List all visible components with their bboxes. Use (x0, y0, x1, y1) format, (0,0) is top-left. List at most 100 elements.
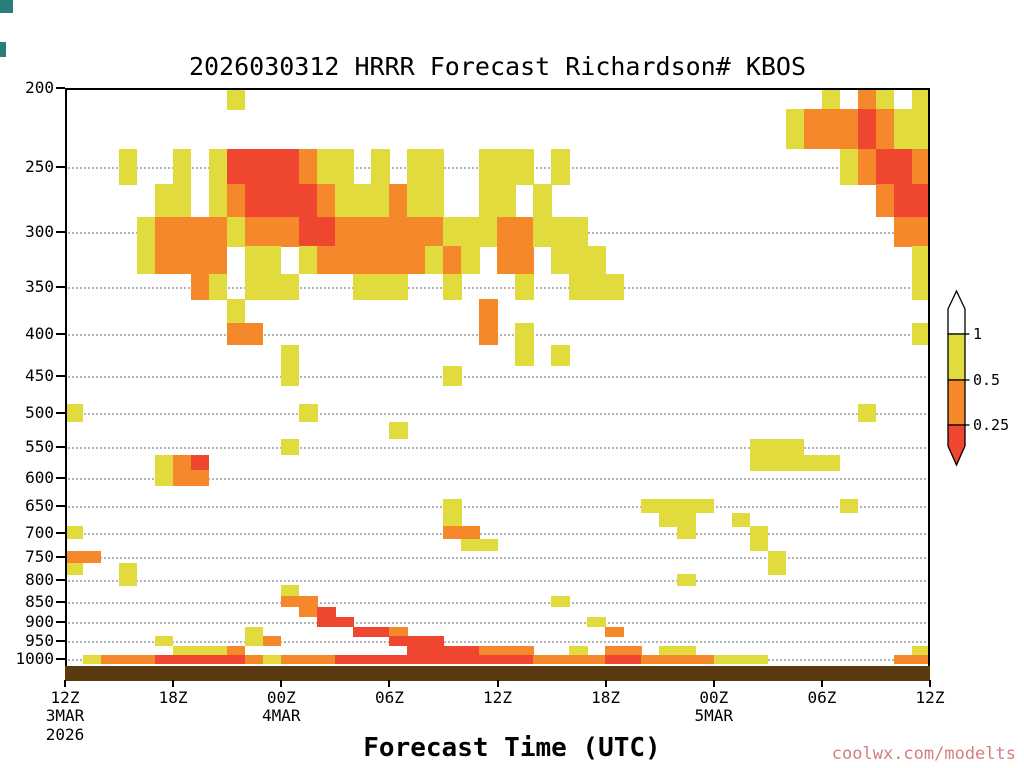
heatmap-cell (479, 184, 498, 218)
heatmap-cell (226, 184, 246, 218)
y-tick-mark (56, 640, 65, 643)
grid-line (65, 557, 930, 560)
x-date-label: 2026 (45, 725, 85, 744)
heatmap-cell (569, 246, 588, 274)
heatmap-cell (353, 216, 372, 247)
heatmap-cell (569, 216, 588, 247)
y-tick-mark (56, 621, 65, 623)
y-tick-mark (56, 230, 65, 233)
y-tick-mark (56, 600, 65, 603)
heatmap-cell (515, 216, 534, 247)
grid-line (65, 478, 930, 480)
heatmap-cell (190, 454, 210, 471)
heatmap-cell (641, 654, 660, 665)
heatmap-cell (407, 246, 426, 274)
heatmap-cell (244, 322, 264, 346)
heatmap-cell (154, 470, 174, 486)
colorbar-segment-0p25-0p5 (947, 379, 966, 426)
y-tick-label: 1000 (15, 649, 54, 669)
heatmap-cell (244, 636, 264, 647)
grid-line (65, 601, 930, 604)
heatmap-cell (280, 184, 300, 218)
heatmap-cell (533, 184, 552, 218)
heatmap-cell (353, 246, 372, 274)
heatmap-cell (551, 654, 570, 665)
heatmap-cell (208, 645, 228, 656)
heatmap-cell (461, 654, 480, 665)
colorbar-label-0p5: 0.5 (973, 371, 1000, 389)
heatmap-cell (731, 512, 751, 527)
heatmap-cell (461, 526, 480, 540)
heatmap-cell (280, 365, 300, 386)
heatmap-cell (479, 298, 498, 324)
x-tick-label: 00Z (699, 688, 729, 707)
heatmap-cell (821, 88, 841, 110)
heatmap-cell (551, 148, 570, 185)
heatmap-cell (713, 654, 733, 665)
heatmap-cell (335, 148, 354, 185)
heatmap-cell (190, 470, 210, 486)
heatmap-cell (767, 454, 787, 471)
heatmap-cell (190, 273, 210, 300)
y-tick-mark (56, 531, 65, 534)
heatmap-cell (172, 454, 192, 471)
heatmap-cell (479, 538, 498, 552)
heatmap-cell (911, 273, 930, 300)
heatmap-cell (497, 654, 516, 665)
heatmap-cell (118, 574, 138, 586)
grid-line (65, 447, 930, 450)
x-tick-label: 06Z (374, 688, 404, 707)
heatmap-cell (226, 216, 246, 247)
y-tick-label: 550 (25, 437, 54, 457)
heatmap-cell (371, 654, 390, 665)
heatmap-cell (911, 246, 930, 274)
heatmap-cell (677, 526, 696, 540)
heatmap-cell (280, 148, 300, 185)
heatmap-cell (893, 654, 913, 665)
grid-line (65, 506, 930, 509)
heatmap-cell (893, 216, 913, 247)
heatmap-cell (335, 654, 354, 665)
colorbar-legend: 1 0.5 0.25 (947, 289, 1009, 467)
x-tick-mark (64, 680, 66, 687)
heatmap-cell (389, 273, 408, 300)
heatmap-cell (569, 273, 588, 300)
heatmap-cell (659, 654, 678, 665)
heatmap-cell (479, 148, 498, 185)
heatmap-cell (299, 148, 318, 185)
x-tick-mark (280, 680, 283, 687)
x-tick-label: 12Z (915, 688, 945, 707)
x-axis-title: Forecast Time (UTC) (363, 733, 661, 763)
watermark-link[interactable]: coolwx.com/modelts (831, 744, 1016, 764)
heatmap-cell (208, 148, 228, 185)
heatmap-cell (208, 654, 228, 665)
heatmap-cell (479, 654, 498, 665)
heatmap-cell (190, 216, 210, 247)
heatmap-cell (262, 216, 282, 247)
heatmap-cell (677, 654, 696, 665)
heatmap-cell (317, 606, 336, 618)
heatmap-cell (911, 148, 930, 185)
heatmap-cell (497, 184, 516, 218)
heatmap-cell (749, 438, 769, 456)
y-tick-mark (56, 166, 65, 169)
heatmap-cell (425, 148, 444, 185)
heatmap-cell (659, 645, 678, 656)
y-tick-label: 900 (25, 612, 54, 631)
heatmap-cell (371, 246, 390, 274)
heatmap-cell (65, 551, 84, 564)
heatmap-cell (280, 344, 300, 367)
heatmap-cell (497, 645, 516, 656)
heatmap-cell (803, 454, 823, 471)
heatmap-cell (389, 626, 408, 637)
x-tick-mark (388, 680, 391, 687)
heatmap-cell (461, 216, 480, 247)
heatmap-cell (677, 645, 696, 656)
grid-line (65, 532, 930, 535)
colorbar-label-0p25: 0.25 (973, 416, 1009, 434)
x-date-label: 5MAR (694, 706, 734, 725)
heatmap-cell (479, 645, 498, 656)
heatmap-cell (497, 148, 516, 185)
grid-line (65, 413, 930, 416)
heatmap-cell (605, 645, 624, 656)
